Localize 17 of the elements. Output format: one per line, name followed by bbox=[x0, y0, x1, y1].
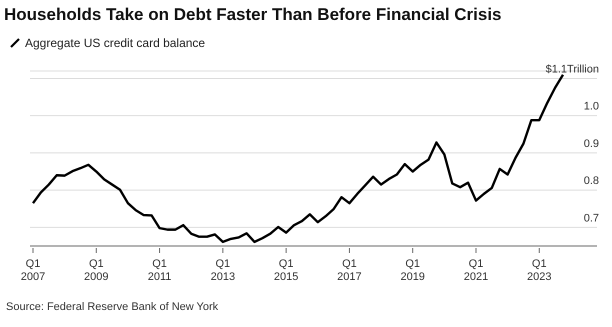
x-tick-label: Q1 2017 bbox=[337, 258, 362, 284]
x-tick-label: Q1 2021 bbox=[464, 258, 488, 284]
x-tick-label: Q1 2019 bbox=[400, 258, 425, 284]
source-note: Source: Federal Reserve Bank of New York bbox=[6, 301, 218, 313]
y-tick-label: $1.1Trillion bbox=[546, 63, 599, 76]
x-tick-label: Q1 2009 bbox=[84, 258, 109, 284]
legend-label: Aggregate US credit card balance bbox=[25, 36, 206, 50]
x-tick-label: Q1 2011 bbox=[148, 258, 172, 284]
x-tick-label: Q1 2007 bbox=[20, 258, 46, 284]
x-tick-label: Q1 2015 bbox=[274, 258, 298, 284]
y-tick-label: 1.0 bbox=[584, 100, 599, 113]
chart-title: Households Take on Debt Faster Than Before Financial Crisis bbox=[4, 5, 502, 25]
y-tick-label: 0.7 bbox=[584, 212, 599, 224]
x-tick-label: Q1 2013 bbox=[210, 258, 236, 284]
y-tick-label: 0.8 bbox=[584, 175, 599, 188]
y-tick-label: 0.9 bbox=[584, 138, 599, 150]
x-tick-label: Q1 2023 bbox=[527, 258, 552, 284]
